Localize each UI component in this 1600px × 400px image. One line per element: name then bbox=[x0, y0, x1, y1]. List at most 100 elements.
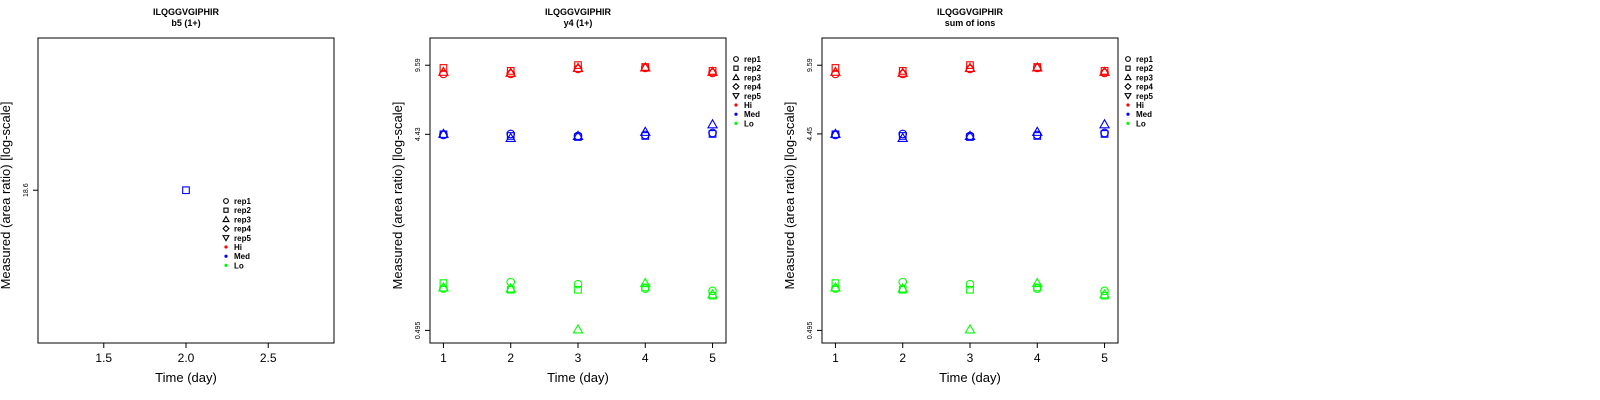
data-point bbox=[437, 281, 450, 292]
data-point bbox=[1033, 132, 1042, 140]
x-tick-label: 2 bbox=[899, 351, 906, 365]
data-point bbox=[1033, 283, 1042, 292]
data-point bbox=[706, 66, 719, 76]
data-point bbox=[639, 277, 651, 288]
legend-label: rep2 bbox=[1136, 64, 1153, 73]
legend-marker-rep4 bbox=[1124, 82, 1132, 91]
data-point bbox=[897, 132, 909, 143]
data-point bbox=[639, 61, 651, 72]
legend-marker-rep2 bbox=[223, 207, 229, 213]
legend-label: Lo bbox=[744, 119, 754, 128]
plot-frame bbox=[821, 37, 1119, 344]
data-point bbox=[572, 130, 584, 140]
legend-marker-rep4 bbox=[732, 82, 740, 91]
y-tick-label: 18.6 bbox=[23, 183, 30, 197]
chart-title: ILQGGVGIPHIR bbox=[153, 7, 220, 17]
data-point bbox=[1031, 277, 1043, 288]
data-point bbox=[897, 67, 909, 77]
y-axis-label: Measured (area ratio) [log-scale] bbox=[0, 102, 13, 290]
legend-label: Hi bbox=[744, 101, 752, 110]
x-axis-label: Time (day) bbox=[939, 370, 1001, 385]
legend-marker-rep4 bbox=[222, 224, 230, 233]
chart-title: ILQGGVGIPHIR bbox=[937, 7, 1004, 17]
x-tick-label: 1 bbox=[440, 351, 447, 365]
data-point bbox=[574, 285, 582, 294]
data-point bbox=[829, 66, 842, 76]
legend-label: rep4 bbox=[234, 225, 251, 234]
data-point bbox=[708, 286, 717, 296]
legend-marker-Med bbox=[224, 254, 228, 258]
x-axis-label: Time (day) bbox=[155, 370, 217, 385]
legend-marker-Med bbox=[1126, 112, 1130, 116]
y-axis-label: Measured (area ratio) [log-scale] bbox=[390, 102, 405, 290]
data-point bbox=[505, 132, 517, 143]
data-point bbox=[829, 128, 842, 138]
data-point bbox=[966, 61, 974, 69]
legend-marker-rep2 bbox=[1125, 65, 1131, 71]
data-point bbox=[505, 67, 517, 77]
data-point bbox=[966, 285, 974, 294]
data-point bbox=[706, 118, 719, 129]
legend-label: rep1 bbox=[744, 55, 761, 64]
data-point bbox=[708, 130, 717, 138]
data-point bbox=[572, 323, 584, 334]
legend-marker-Lo bbox=[224, 263, 228, 267]
data-point bbox=[1098, 66, 1111, 76]
data-point bbox=[437, 128, 450, 138]
legend-marker-rep1 bbox=[733, 56, 739, 62]
data-point bbox=[641, 283, 650, 292]
x-tick-label: 5 bbox=[709, 351, 716, 365]
legend-label: Med bbox=[1136, 110, 1152, 119]
legend-marker-Lo bbox=[1126, 121, 1130, 125]
data-point bbox=[182, 186, 190, 195]
legend-label: rep3 bbox=[744, 73, 761, 82]
data-point bbox=[964, 62, 976, 72]
legend-marker-rep5 bbox=[732, 93, 740, 100]
data-point bbox=[1100, 286, 1109, 296]
legend-label: Lo bbox=[1136, 119, 1146, 128]
legend-label: Med bbox=[234, 252, 250, 261]
data-point bbox=[1031, 61, 1043, 72]
data-point bbox=[1098, 118, 1111, 129]
legend-label: rep4 bbox=[1136, 83, 1153, 92]
chart-subtitle: sum of ions bbox=[945, 18, 996, 28]
legend-marker-rep3 bbox=[222, 215, 230, 223]
data-point bbox=[964, 130, 976, 140]
plot-frame bbox=[429, 37, 727, 344]
legend-marker-rep3 bbox=[732, 73, 740, 81]
legend-label: rep5 bbox=[744, 92, 761, 101]
chart-subtitle: b5 (1+) bbox=[171, 18, 200, 28]
legend-marker-rep2 bbox=[733, 65, 739, 71]
data-point bbox=[706, 288, 719, 299]
x-tick-label: 5 bbox=[1101, 351, 1108, 365]
x-axis-label: Time (day) bbox=[547, 370, 609, 385]
legend-label: rep1 bbox=[1136, 55, 1153, 64]
data-point bbox=[831, 279, 840, 287]
legend-marker-rep1 bbox=[223, 198, 229, 204]
legend-label: rep5 bbox=[234, 234, 251, 243]
legend-marker-rep5 bbox=[1124, 93, 1132, 100]
data-point bbox=[965, 279, 975, 289]
y-tick-label: 9.59 bbox=[415, 58, 422, 72]
legend-label: rep2 bbox=[744, 64, 761, 73]
x-tick-label: 1 bbox=[832, 351, 839, 365]
data-point bbox=[639, 126, 651, 136]
data-point bbox=[437, 66, 450, 76]
x-tick-label: 3 bbox=[967, 351, 974, 365]
legend-marker-Hi bbox=[224, 245, 228, 249]
data-point bbox=[1100, 130, 1109, 138]
legend-label: Hi bbox=[234, 243, 242, 252]
data-point bbox=[641, 132, 650, 140]
legend-label: rep3 bbox=[234, 215, 251, 224]
plot-frame bbox=[37, 37, 335, 344]
legend-label: rep3 bbox=[1136, 73, 1153, 82]
data-point bbox=[831, 64, 840, 72]
legend-marker-Lo bbox=[734, 121, 738, 125]
data-point bbox=[1098, 288, 1111, 299]
data-point bbox=[897, 282, 909, 293]
legend-label: rep5 bbox=[1136, 92, 1153, 101]
